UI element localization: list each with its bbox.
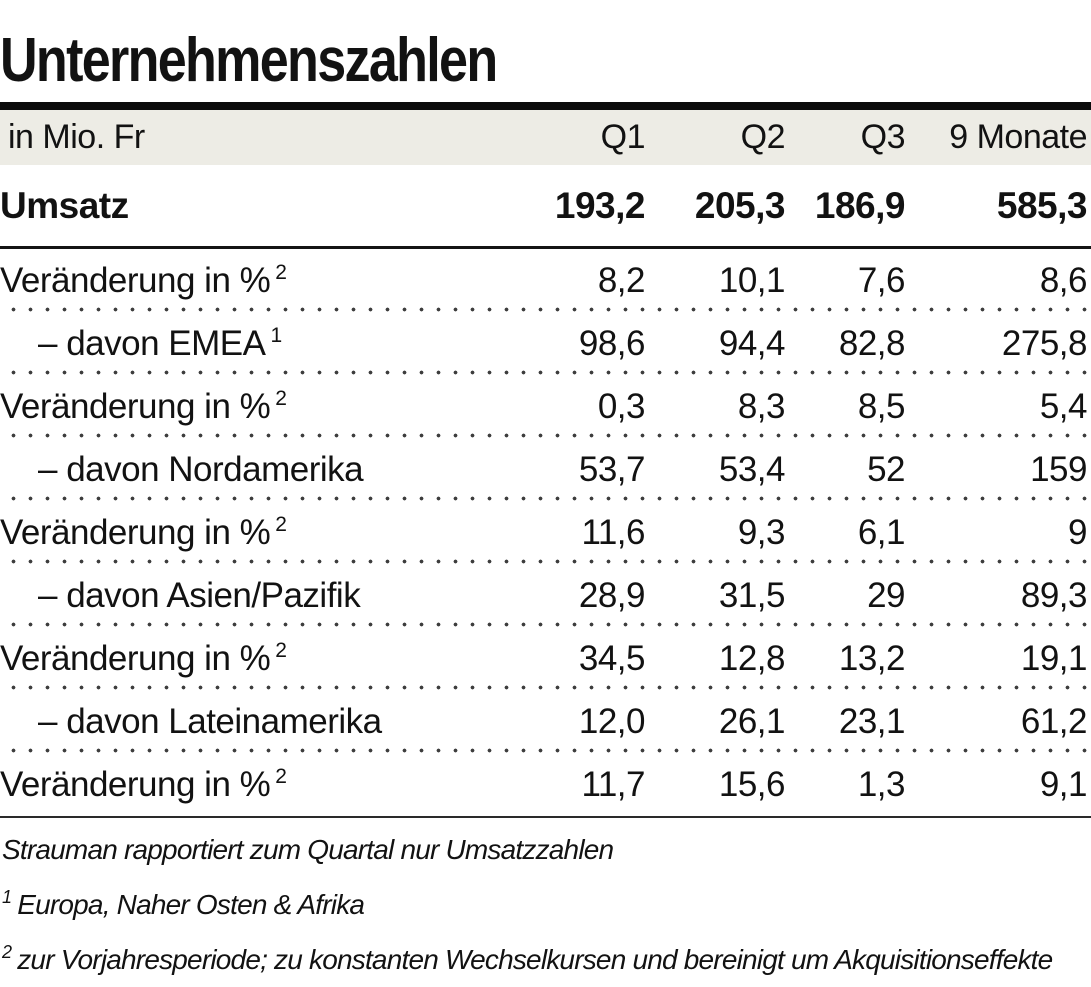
- table-row-6: – davon Asien/Pazifik 28,9 31,5 29 89,3: [0, 564, 1091, 627]
- footnote-text: Europa, Naher Osten & Afrika: [17, 888, 365, 920]
- table-row-8: – davon Lateinamerika 12,0 26,1 23,1 61,2: [0, 690, 1091, 753]
- cell-q2: 12,8: [718, 638, 786, 678]
- column-header-q1: Q1: [600, 118, 646, 156]
- footnotes: Strauman rapportiert zum Quartal nur Ums…: [0, 822, 1091, 987]
- footnote-2: 2 zur Vorjahresperiode; zu konstanten We…: [2, 932, 1091, 987]
- footnote-reference: 2: [275, 260, 287, 284]
- row-label-text: Veränderung in %: [0, 260, 271, 300]
- cell-q3: 1,3: [857, 764, 906, 804]
- cell-9monate: 275,8: [1001, 323, 1088, 363]
- table-row-2: – davon EMEA 1 98,6 94,4 82,8 275,8: [0, 312, 1091, 375]
- unit-label: in Mio. Fr: [8, 118, 145, 156]
- cell-9monate: 19,1: [1020, 638, 1088, 678]
- footnote-source-note: Strauman rapportiert zum Quartal nur Ums…: [2, 822, 1091, 877]
- title-block: Unternehmenszahlen: [0, 0, 1091, 102]
- column-header-q3: Q3: [860, 118, 906, 156]
- footnote-reference: 2: [275, 638, 287, 662]
- row-label: Veränderung in % 2: [0, 261, 519, 301]
- cell-q3: 29: [867, 575, 905, 615]
- row-label-text: – davon Nordamerika: [38, 449, 364, 489]
- footnote-text: zur Vorjahresperiode; zu konstanten Wech…: [17, 943, 1053, 975]
- row-label-text: – davon EMEA: [38, 323, 266, 363]
- cell-9monate: 9,1: [1039, 764, 1088, 804]
- cell-9monate: 8,6: [1039, 260, 1088, 300]
- cell-q2: 8,3: [737, 386, 786, 426]
- page-title: Unternehmenszahlen: [0, 26, 498, 95]
- cell-q1: 28,9: [578, 575, 646, 615]
- row-label: Veränderung in % 2: [0, 513, 519, 553]
- footnote-reference: 2: [275, 386, 287, 410]
- cell-q3: 186,9: [814, 184, 906, 226]
- cell-q1: 11,6: [581, 512, 645, 552]
- footnote-reference: 2: [275, 512, 287, 536]
- table-row-9: Veränderung in % 2 11,7 15,6 1,3 9,1: [0, 753, 1091, 818]
- cell-q1: 193,2: [554, 184, 646, 226]
- cell-q1: 53,7: [578, 449, 646, 489]
- footnote-reference: 1: [270, 323, 283, 347]
- footnote-1: 1 Europa, Naher Osten & Afrika: [2, 877, 1091, 932]
- cell-q1: 11,7: [581, 764, 645, 804]
- title-rule: [0, 102, 1091, 110]
- row-label-text: Veränderung in %: [0, 764, 271, 804]
- cell-q3: 82,8: [838, 323, 906, 363]
- row-label: – davon Nordamerika: [0, 450, 519, 490]
- footnote-text: Strauman rapportiert zum Quartal nur Ums…: [2, 833, 614, 865]
- table-row-7: Veränderung in % 2 34,5 12,8 13,2 19,1: [0, 627, 1091, 690]
- row-label: Veränderung in % 2: [0, 639, 519, 679]
- table-body: Umsatz 193,2 205,3 186,9 585,3 Veränderung in…: [0, 165, 1091, 818]
- column-header-q2: Q2: [740, 118, 786, 156]
- cell-q3: 6,1: [857, 512, 906, 552]
- row-label: Veränderung in % 2: [0, 387, 519, 427]
- table-row-1: Veränderung in % 2 8,2 10,1 7,6 8,6: [0, 249, 1091, 312]
- cell-q3: 13,2: [838, 638, 906, 678]
- cell-q1: 12,0: [578, 701, 646, 741]
- cell-q2: 10,1: [718, 260, 786, 300]
- row-label-text: – davon Lateinamerika: [38, 701, 382, 741]
- row-label-text: Veränderung in %: [0, 386, 271, 426]
- cell-q1: 8,2: [597, 260, 646, 300]
- cell-q3: 23,1: [838, 701, 906, 741]
- row-label: – davon EMEA 1: [0, 324, 519, 364]
- cell-q2: 9,3: [737, 512, 786, 552]
- row-label: – davon Lateinamerika: [0, 702, 519, 742]
- cell-q2: 26,1: [718, 701, 786, 741]
- row-label-text: Umsatz: [0, 184, 129, 226]
- cell-q1: 98,6: [578, 323, 646, 363]
- column-header-9monate: 9 Monate: [949, 118, 1087, 156]
- table-row-3: Veränderung in % 2 0,3 8,3 8,5 5,4: [0, 375, 1091, 438]
- table-row-4: – davon Nordamerika 53,7 53,4 52 159: [0, 438, 1091, 501]
- cell-9monate: 9: [1068, 512, 1087, 552]
- cell-q3: 8,5: [857, 386, 906, 426]
- row-label: Umsatz: [0, 185, 519, 227]
- figures-table: in Mio. Fr Q1 Q2 Q3 9 Monate Umsatz 193,2…: [0, 110, 1091, 818]
- cell-q2: 53,4: [718, 449, 786, 489]
- footnote-reference: 2: [275, 764, 287, 788]
- row-label: Veränderung in % 2: [0, 765, 519, 805]
- cell-q1: 0,3: [597, 386, 646, 426]
- cell-q2: 94,4: [718, 323, 786, 363]
- cell-q2: 205,3: [694, 184, 786, 226]
- cell-q2: 31,5: [718, 575, 786, 615]
- cell-q2: 15,6: [718, 764, 786, 804]
- cell-q3: 7,6: [857, 260, 906, 300]
- cell-q3: 52: [867, 449, 905, 489]
- cell-9monate: 585,3: [996, 184, 1088, 226]
- row-label: – davon Asien/Pazifik: [0, 576, 519, 616]
- row-label-text: – davon Asien/Pazifik: [38, 575, 361, 615]
- row-label-text: Veränderung in %: [0, 512, 271, 552]
- cell-q1: 34,5: [578, 638, 646, 678]
- table-header-row: in Mio. Fr Q1 Q2 Q3 9 Monate: [0, 110, 1091, 165]
- table-row-umsatz: Umsatz 193,2 205,3 186,9 585,3: [0, 165, 1091, 249]
- table-row-5: Veränderung in % 2 11,6 9,3 6,1 9: [0, 501, 1091, 564]
- cell-9monate: 89,3: [1020, 575, 1088, 615]
- footnote-marker: 2: [2, 942, 12, 962]
- footnote-marker: 1: [2, 887, 12, 907]
- cell-9monate: 5,4: [1039, 386, 1088, 426]
- cell-9monate: 61,2: [1020, 701, 1088, 741]
- row-label-text: Veränderung in %: [0, 638, 271, 678]
- cell-9monate: 159: [1030, 449, 1087, 489]
